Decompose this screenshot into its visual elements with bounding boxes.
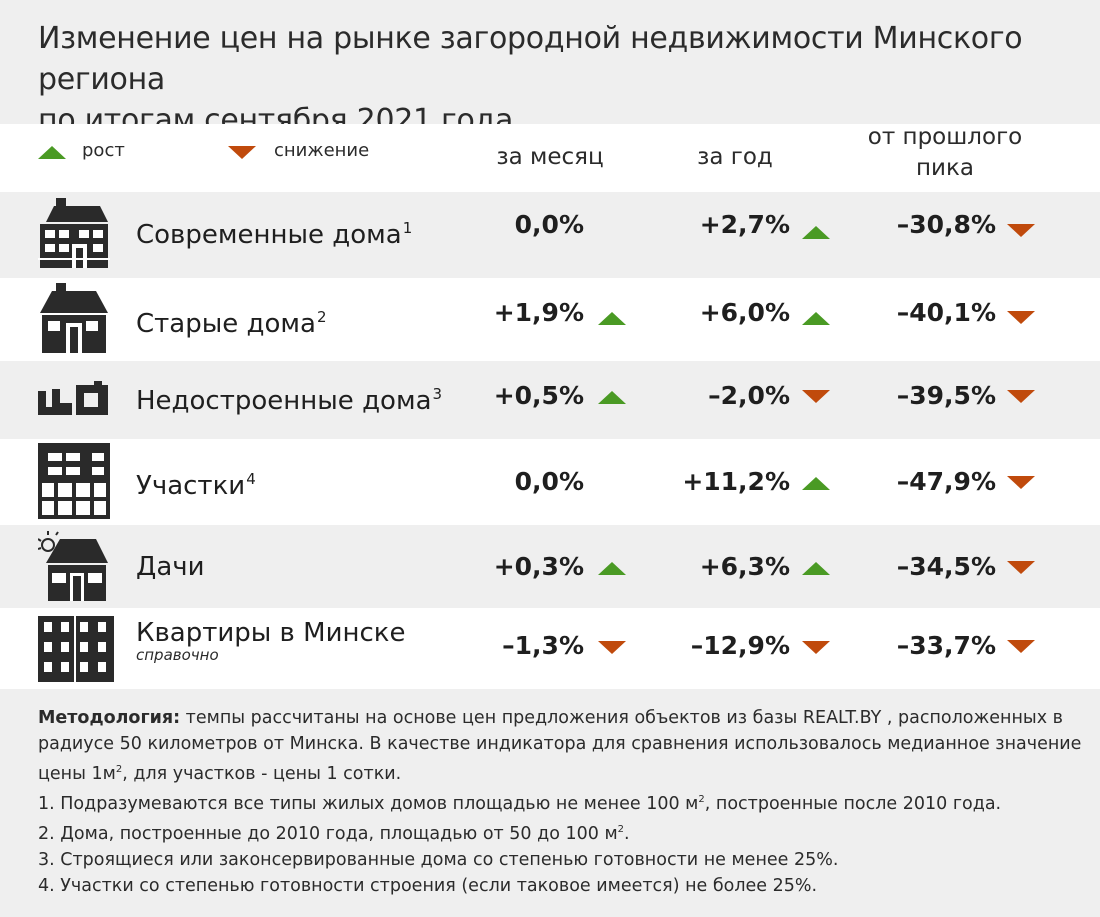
footnote-1-end: , построенные после 2010 года.	[704, 794, 1002, 814]
superscript: 2	[698, 794, 705, 805]
footnote-2: 2. Дома, построенные до 2010 года, площа…	[38, 817, 1083, 847]
value-peak: –34,5%	[896, 552, 996, 581]
col-header-peak-line1: от прошлого	[867, 124, 1023, 150]
footnote-4: 4. Участки со степенью готовности строен…	[38, 876, 818, 896]
row-label-text: Недостроенные дома	[136, 386, 432, 416]
value-month: +0,3%	[493, 552, 584, 581]
value-year: +2,7%	[699, 210, 790, 239]
value-peak: –30,8%	[896, 210, 996, 239]
down-arrow-icon	[1007, 561, 1035, 574]
value-peak: –33,7%	[896, 631, 996, 660]
legend-header-row: рост снижение за месяц за год от прошлог…	[0, 124, 1100, 192]
down-arrow-icon	[1007, 224, 1035, 237]
down-arrow-icon	[598, 641, 626, 654]
footnote-3: 3. Строящиеся или законсервированные дом…	[38, 850, 839, 870]
value-year: +6,3%	[699, 552, 790, 581]
modern-house-icon	[38, 198, 110, 268]
value-month: 0,0%	[514, 210, 584, 239]
value-peak: –47,9%	[896, 467, 996, 496]
up-arrow-icon	[802, 562, 830, 575]
row-label: Старые дома2	[136, 308, 327, 339]
methodology-paragraph: Методология: темпы рассчитаны на основе …	[38, 705, 1083, 787]
up-arrow-icon	[802, 312, 830, 325]
footnote-mark: 3	[432, 385, 443, 403]
value-month: 0,0%	[514, 467, 584, 496]
down-arrow-icon	[802, 641, 830, 654]
down-arrow-icon	[1007, 476, 1035, 489]
old-house-icon	[40, 283, 108, 353]
footnote-mark: 4	[246, 470, 256, 488]
footnote-mark: 2	[316, 308, 327, 326]
methodology-body-end: , для участков - цены 1 сотки.	[122, 764, 402, 784]
down-arrow-icon	[228, 146, 256, 159]
superscript: 2	[115, 764, 123, 775]
row-label-text: Современные дома	[136, 220, 402, 250]
title-line-1: Изменение цен на рынке загородной недвиж…	[38, 21, 1023, 97]
methodology-heading: Методология:	[38, 708, 181, 728]
up-arrow-icon	[802, 477, 830, 490]
value-year: +6,0%	[699, 298, 790, 327]
row-sublabel: справочно	[136, 646, 219, 664]
superscript: 2	[617, 824, 625, 835]
footnote-2-text: 2. Дома, построенные до 2010 года, площа…	[38, 824, 618, 844]
land-plot-icon	[38, 443, 110, 519]
row-label: Недостроенные дома3	[136, 385, 442, 416]
up-arrow-icon	[598, 312, 626, 325]
table-row: Участки4 0,0% +11,2% –47,9%	[0, 439, 1100, 525]
value-peak: –40,1%	[896, 298, 996, 327]
legend-up-label: рост	[82, 140, 125, 161]
table-row: Современные дома1 0,0% +2,7% –30,8%	[0, 192, 1100, 278]
up-arrow-icon	[802, 226, 830, 239]
down-arrow-icon	[1007, 640, 1035, 653]
row-label-text: Старые дома	[136, 309, 316, 339]
footnote-1: 1. Подразумеваются все типы жилых домов …	[38, 787, 1083, 817]
col-header-peak: от прошлого пика	[850, 122, 1040, 184]
dacha-icon	[38, 531, 108, 601]
methodology-text: Методология: темпы рассчитаны на основе …	[38, 705, 1083, 899]
down-arrow-icon	[1007, 311, 1035, 324]
table-row: Старые дома2 +1,9% +6,0% –40,1%	[0, 278, 1100, 361]
down-arrow-icon	[802, 390, 830, 403]
row-label: Участки4	[136, 470, 256, 501]
apartment-building-icon	[38, 616, 114, 682]
legend-down-label: снижение	[274, 140, 370, 161]
up-arrow-icon	[598, 391, 626, 404]
table-row: Дачи +0,3% +6,3% –34,5%	[0, 525, 1100, 608]
row-label: Дачи	[136, 551, 206, 582]
header-band: Изменение цен на рынке загородной недвиж…	[0, 0, 1100, 138]
col-header-month: за месяц	[496, 144, 604, 170]
methodology-body: темпы рассчитаны на основе цен предложен…	[38, 708, 1082, 784]
row-label-text: Дачи	[136, 552, 205, 582]
value-year: –2,0%	[708, 381, 790, 410]
footnote-2-end: .	[624, 824, 630, 844]
down-arrow-icon	[1007, 390, 1035, 403]
footnote-1-text: 1. Подразумеваются все типы жилых домов …	[38, 794, 699, 814]
footnote-mark: 1	[402, 219, 413, 237]
up-arrow-icon	[38, 146, 66, 159]
unfinished-house-icon	[38, 381, 108, 415]
row-label: Квартиры в Минске справочно	[136, 618, 405, 664]
value-peak: –39,5%	[896, 381, 996, 410]
table-row: Квартиры в Минске справочно –1,3% –12,9%…	[0, 608, 1100, 689]
value-month: +1,9%	[493, 298, 584, 327]
methodology-panel: Методология: темпы рассчитаны на основе …	[0, 689, 1100, 917]
table-row: Недостроенные дома3 +0,5% –2,0% –39,5%	[0, 361, 1100, 439]
col-header-year: за год	[697, 144, 773, 170]
row-label-text: Участки	[136, 471, 246, 501]
value-year: –12,9%	[690, 631, 790, 660]
up-arrow-icon	[598, 562, 626, 575]
row-label-text: Квартиры в Минске	[136, 618, 406, 648]
page-title: Изменение цен на рынке загородной недвиж…	[38, 18, 1088, 141]
col-header-peak-line2: пика	[916, 155, 974, 181]
value-year: +11,2%	[682, 467, 790, 496]
row-label: Современные дома1	[136, 219, 412, 250]
value-month: +0,5%	[493, 381, 584, 410]
value-month: –1,3%	[502, 631, 584, 660]
